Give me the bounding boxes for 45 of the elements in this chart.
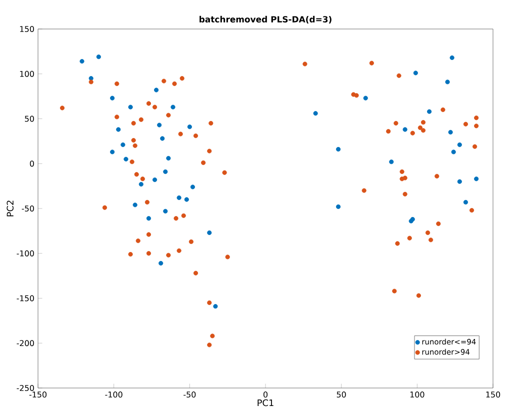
point (128, 104, 133, 110)
point (160, 136, 165, 141)
point (445, 80, 450, 84)
point (463, 200, 468, 205)
point (80, 59, 84, 64)
point (110, 150, 115, 154)
point (158, 260, 164, 266)
chart-title: batchremoved PLS-DA(d=3) (200, 16, 332, 24)
point (190, 184, 195, 190)
point (427, 109, 432, 114)
point (146, 216, 152, 221)
point (163, 169, 168, 174)
y-axis-title: PC2 (6, 200, 14, 216)
point (457, 142, 462, 148)
point (163, 208, 168, 214)
point (124, 156, 128, 162)
point (170, 104, 176, 110)
point (187, 124, 192, 130)
point (116, 127, 121, 132)
point (474, 176, 479, 182)
point (157, 122, 162, 128)
point (138, 182, 144, 187)
point (336, 204, 341, 209)
point (132, 202, 138, 208)
point (448, 130, 453, 134)
x-axis-title: PC1 (258, 399, 274, 406)
point (184, 197, 189, 202)
point (313, 111, 318, 116)
point (450, 55, 454, 60)
point (213, 304, 218, 309)
point (363, 96, 368, 100)
point (110, 96, 115, 100)
point (336, 146, 341, 152)
point (413, 70, 418, 76)
point (176, 195, 182, 200)
point (451, 150, 456, 154)
point (120, 142, 126, 148)
point (389, 160, 394, 164)
point (166, 156, 171, 161)
point (96, 54, 101, 60)
point (152, 177, 158, 182)
point (402, 127, 408, 132)
point (457, 179, 462, 184)
point (207, 230, 212, 236)
point (154, 88, 159, 92)
